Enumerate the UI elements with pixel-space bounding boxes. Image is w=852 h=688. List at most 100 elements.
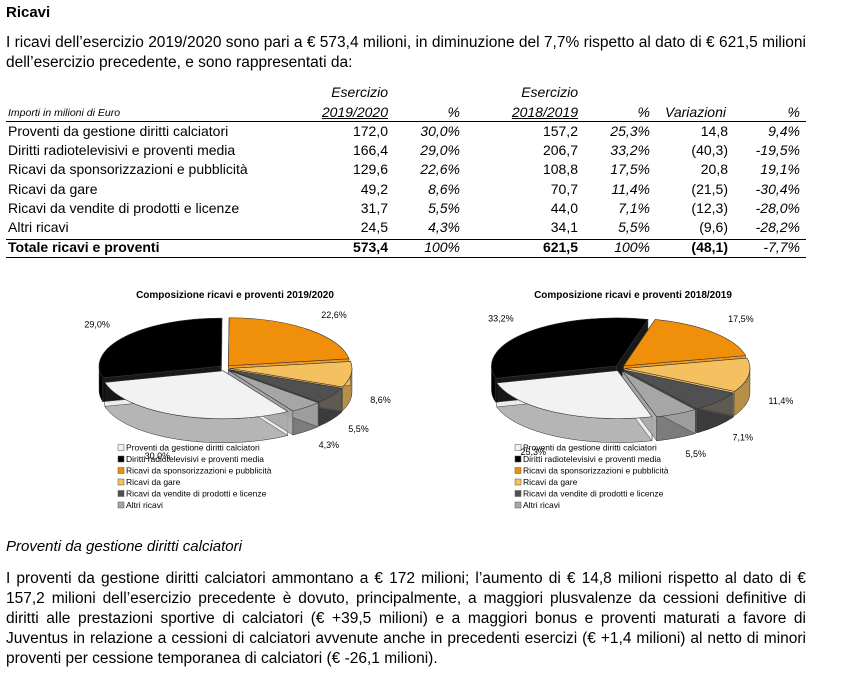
- table-cell: 7,1%: [618, 199, 650, 216]
- body: I proventi da gestione diritti calciator…: [6, 570, 806, 667]
- slice: [228, 370, 319, 412]
- slice: [227, 317, 350, 367]
- slice-shade: [496, 382, 652, 443]
- data-label: 17,5%: [728, 314, 754, 324]
- table-cell: 5,5%: [618, 219, 650, 235]
- legend-label: Ricavi da vendite di prodotti e licenze: [523, 488, 664, 498]
- legend-swatch: [117, 455, 125, 463]
- row-label: Ricavi da sponsorizzazioni e pubblicità: [8, 161, 248, 178]
- table-cell: 24,5: [360, 219, 388, 235]
- data-label: 5,5%: [348, 424, 369, 434]
- table-cell: 44,0: [550, 199, 578, 216]
- table-cell: 206,7: [542, 142, 578, 159]
- table-cell: 5,5%: [428, 199, 460, 216]
- table-cell: 31,7: [360, 199, 388, 216]
- table-cell: 30,0%: [420, 123, 460, 139]
- table-cell: (12,3): [691, 199, 728, 216]
- header: %: [447, 104, 460, 120]
- row-label: Diritti radiotelevisivi e proventi media: [8, 142, 236, 159]
- table-cell: 9,4%: [768, 123, 800, 139]
- total-cell: 100%: [424, 239, 460, 255]
- table-cell: 157,2: [542, 123, 578, 139]
- data-label: 8,6%: [370, 395, 391, 405]
- legend-swatch: [514, 501, 522, 509]
- table-cell: 22,6%: [420, 161, 460, 178]
- table-cell: -30,4%: [755, 180, 800, 197]
- table-cell: 33,2%: [610, 142, 650, 159]
- data-label: 33,2%: [488, 313, 514, 323]
- table-cell: -19,5%: [755, 142, 800, 159]
- table-cell: 19,1%: [760, 161, 800, 178]
- table-cell: 108,8: [542, 161, 578, 178]
- pie: [491, 317, 751, 443]
- rule: [6, 239, 806, 240]
- table-cell: (40,3): [691, 142, 728, 159]
- table-cell: 17,5%: [610, 161, 650, 178]
- legend-label: Ricavi da sponsorizzazioni e pubblicità: [523, 465, 669, 475]
- table-cell: 34,1: [550, 219, 578, 235]
- table-cell: 70,7: [550, 180, 578, 197]
- legend-swatch: [117, 467, 125, 474]
- legend-swatch: [117, 444, 125, 451]
- total-cell: (48,1): [691, 239, 728, 255]
- intro: I ricavi dell’esercizio 2019/2020 sono p…: [6, 34, 806, 71]
- legend-label: Ricavi da gare: [126, 477, 181, 487]
- table-cell: 172,0: [352, 123, 388, 139]
- slice: [229, 369, 343, 403]
- table-cell: 4,3%: [428, 219, 460, 235]
- slice-shade: [104, 382, 288, 443]
- rule: [6, 257, 806, 258]
- caption: Importi in milioni di Euro: [8, 107, 121, 119]
- data-label: 25,3%: [521, 447, 547, 457]
- legend-swatch: [117, 501, 125, 509]
- legend-label: Altri ricavi: [126, 500, 163, 510]
- legend-swatch: [117, 490, 125, 497]
- pie: [98, 317, 353, 444]
- slice: [621, 370, 697, 418]
- slice: [623, 369, 735, 410]
- slice: [624, 357, 751, 392]
- total-cell: -7,7%: [763, 239, 800, 255]
- row-label: Proventi da gestione diritti calciatori: [8, 123, 229, 139]
- row-label: Ricavi da vendite di prodotti e licenze: [8, 199, 240, 216]
- header-top: Esercizio: [521, 84, 578, 100]
- subheading: Proventi da gestione diritti calciatori: [6, 538, 242, 555]
- slice-shade: [491, 365, 496, 403]
- legend-swatch: [514, 455, 522, 463]
- row-label: Ricavi da gare: [8, 180, 98, 197]
- header: %: [637, 104, 650, 120]
- legend-swatch: [514, 467, 522, 474]
- charts: Composizione ricavi e proventi 2019/2020…: [84, 290, 793, 510]
- data-label: 30,0%: [145, 451, 171, 461]
- legend-swatch: [514, 490, 522, 497]
- table: Esercizio Esercizio Importi in milioni di …: [0, 0, 852, 270]
- data-label: 5,5%: [686, 449, 707, 459]
- slice: [623, 319, 747, 367]
- slice-shade: [99, 366, 103, 402]
- rule: [6, 121, 806, 122]
- legend-label: Altri ricavi: [523, 500, 560, 510]
- table-cell: 129,6: [352, 161, 388, 178]
- total-cell: 100%: [614, 239, 650, 255]
- table-cell: 25,3%: [610, 123, 650, 139]
- legend-label: Proventi da gestione diritti calciatori: [523, 442, 657, 452]
- total-cell: 573,4: [352, 239, 388, 255]
- data-label: 29,0%: [84, 319, 110, 329]
- heading: Ricavi: [6, 4, 51, 21]
- legend-label: Ricavi da gare: [523, 477, 578, 487]
- data-label: 4,3%: [319, 440, 340, 450]
- header: %: [787, 104, 800, 120]
- table-cell: 29,0%: [420, 142, 460, 159]
- legend-label: Ricavi da sponsorizzazioni e pubblicità: [126, 465, 272, 475]
- chart-title: Composizione ricavi e proventi 2019/2020: [136, 290, 334, 301]
- data-label: 7,1%: [732, 432, 753, 442]
- legend-swatch: [117, 478, 125, 486]
- chart-title: Composizione ricavi e proventi 2018/2019: [534, 290, 732, 301]
- legend-label: Diritti radiotelevisivi e proventi media: [126, 454, 264, 464]
- legend-swatch: [514, 478, 522, 486]
- data-label: 11,4%: [768, 396, 793, 406]
- row-label: Altri ricavi: [8, 219, 69, 235]
- header: Variazioni: [665, 104, 726, 120]
- data-label: 22,6%: [321, 310, 347, 320]
- header-top: Esercizio: [331, 84, 388, 100]
